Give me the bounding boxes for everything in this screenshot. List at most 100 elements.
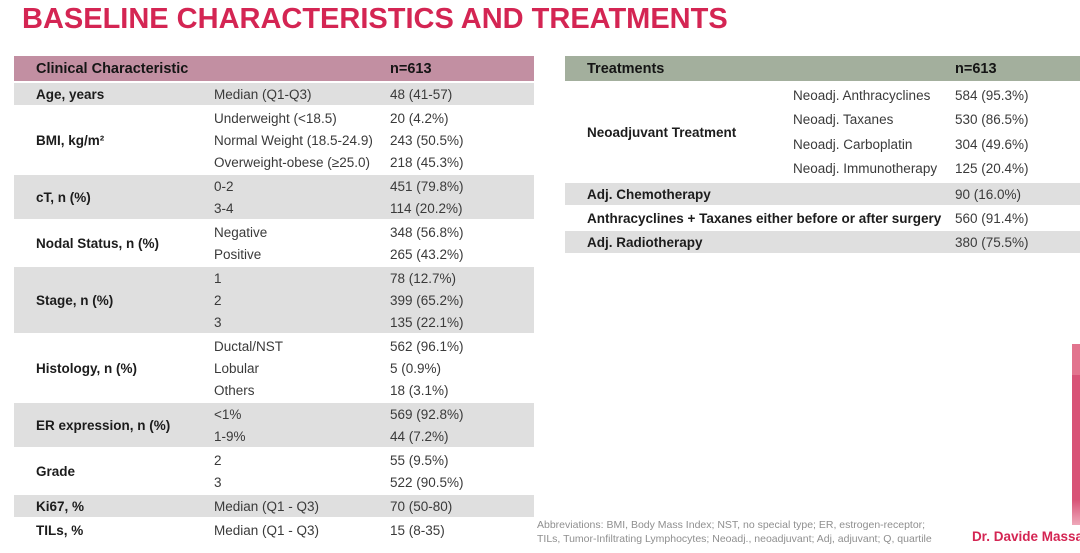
table-row: 3 135 (22.1%): [214, 311, 534, 333]
table-row: 2 55 (9.5%): [214, 449, 534, 471]
row-value: 218 (45.3%): [390, 154, 464, 170]
row-value: 560 (91.4%): [955, 210, 1029, 226]
row-sublabel: Median (Q1 - Q3): [214, 522, 320, 538]
row-label: Adj. Radiotherapy: [587, 234, 703, 250]
row-value: 304 (49.6%): [955, 136, 1029, 152]
row-sublabel: 0-2: [214, 178, 234, 194]
table-row: 3-4 114 (20.2%): [214, 197, 534, 219]
table-group: cT, n (%) 0-2 451 (79.8%) 3-4 114 (20.2%): [14, 175, 534, 219]
row-value: 530 (86.5%): [955, 112, 1029, 128]
row-sublabel: 3-4: [214, 200, 234, 216]
row-value: 135 (22.1%): [390, 314, 464, 330]
row-sublabel: Underweight (<18.5): [214, 110, 337, 126]
group-label: BMI, kg/m²: [36, 132, 105, 148]
row-value: 78 (12.7%): [390, 270, 457, 286]
group-label: Stage, n (%): [36, 292, 114, 308]
table-row: 3 522 (90.5%): [214, 471, 534, 493]
row-sublabel: 1: [214, 270, 222, 286]
table-group: BMI, kg/m² Underweight (<18.5) 20 (4.2%) No…: [14, 107, 534, 173]
table-row: Median (Q1 - Q3) 15 (8-35): [214, 519, 534, 541]
row-value: 265 (43.2%): [390, 246, 464, 262]
row-sublabel: 2: [214, 292, 222, 308]
row-label: Anthracyclines + Taxanes either before o…: [587, 210, 942, 226]
row-sublabel: Median (Q1-Q3): [214, 86, 312, 102]
table-row: Median (Q1 - Q3) 70 (50-80): [214, 495, 534, 517]
table-row: Normal Weight (18.5-24.9) 243 (50.5%): [214, 129, 534, 151]
table-row: Anthracyclines + Taxanes either before o…: [565, 207, 1080, 229]
group-label: Nodal Status, n (%): [36, 235, 160, 251]
row-value: 90 (16.0%): [955, 186, 1022, 202]
group-rows: Neoadj. Anthracyclines 584 (95.3%) Neoadj.…: [793, 83, 1080, 181]
row-value: 584 (95.3%): [955, 87, 1029, 103]
row-value: 55 (9.5%): [390, 452, 449, 468]
row-value: 243 (50.5%): [390, 132, 464, 148]
table-group: Nodal Status, n (%) Negative 348 (56.8%) Po…: [14, 221, 534, 265]
row-value: 380 (75.5%): [955, 234, 1029, 250]
row-value: 348 (56.8%): [390, 224, 464, 240]
row-value: 70 (50-80): [390, 498, 453, 514]
treatments-table-n-count: n=613: [955, 60, 997, 77]
table-row: Underweight (<18.5) 20 (4.2%): [214, 107, 534, 129]
row-value: 125 (20.4%): [955, 161, 1029, 177]
row-sublabel: Negative: [214, 224, 268, 240]
row-sublabel: Ductal/NST: [214, 338, 284, 354]
row-sublabel: Others: [214, 382, 255, 398]
row-label: Adj. Chemotherapy: [587, 186, 711, 202]
row-sublabel: Neoadj. Carboplatin: [793, 136, 913, 152]
edge-scrollbar[interactable]: [1072, 344, 1080, 525]
group-label: ER expression, n (%): [36, 417, 171, 433]
table-group: Grade 2 55 (9.5%) 3 522 (90.5%): [14, 449, 534, 493]
clinical-characteristics-table: Clinical Characteristic n=613 Age, years…: [14, 56, 534, 543]
group-label: cT, n (%): [36, 189, 91, 205]
row-value: 522 (90.5%): [390, 474, 464, 490]
row-sublabel: Lobular: [214, 360, 260, 376]
row-sublabel: 2: [214, 452, 222, 468]
table-group: TILs, % Median (Q1 - Q3) 15 (8-35): [14, 519, 534, 541]
abbreviations-line-1: Abbreviations: BMI, Body Mass Index; NST…: [537, 519, 926, 531]
group-label: Age, years: [36, 86, 105, 102]
table-row: 1-9% 44 (7.2%): [214, 425, 534, 447]
row-sublabel: 3: [214, 474, 222, 490]
table-row: Neoadj. Immunotherapy 125 (20.4%): [793, 157, 1080, 182]
table-row: Overweight-obese (≥25.0) 218 (45.3%): [214, 151, 534, 173]
row-sublabel: Neoadj. Taxanes: [793, 112, 894, 128]
group-label: Neoadjuvant Treatment: [587, 124, 737, 140]
table-group: Ki67, % Median (Q1 - Q3) 70 (50-80): [14, 495, 534, 517]
table-row: Neoadj. Taxanes 530 (86.5%): [793, 108, 1080, 133]
row-sublabel: Overweight-obese (≥25.0): [214, 154, 370, 170]
treatments-table-header: Treatments n=613: [565, 56, 1080, 81]
row-value: 44 (7.2%): [390, 428, 449, 444]
table-group: Stage, n (%) 1 78 (12.7%) 2 399 (65.2%) 3 135 …: [14, 267, 534, 333]
group-rows: 0-2 451 (79.8%) 3-4 114 (20.2%): [214, 175, 534, 219]
table-group: Neoadjuvant Treatment Neoadj. Anthracycli…: [565, 83, 1080, 181]
group-rows: Median (Q1 - Q3) 15 (8-35): [214, 519, 534, 541]
row-value: 20 (4.2%): [390, 110, 449, 126]
table-group: Age, years Median (Q1-Q3) 48 (41-57): [14, 83, 534, 105]
row-sublabel: <1%: [214, 406, 242, 422]
group-rows: Median (Q1 - Q3) 70 (50-80): [214, 495, 534, 517]
table-row: Lobular 5 (0.9%): [214, 357, 534, 379]
group-rows: 2 55 (9.5%) 3 522 (90.5%): [214, 449, 534, 493]
row-value: 18 (3.1%): [390, 382, 449, 398]
row-value: 48 (41-57): [390, 86, 453, 102]
table-row: <1% 569 (92.8%): [214, 403, 534, 425]
row-sublabel: Neoadj. Anthracyclines: [793, 87, 931, 103]
table-group: Histology, n (%) Ductal/NST 562 (96.1%) Lob…: [14, 335, 534, 401]
row-sublabel: 1-9%: [214, 428, 246, 444]
treatments-table-header-label: Treatments: [587, 60, 665, 77]
author-credit: Dr. Davide Massa: [971, 529, 1080, 544]
table-group: ER expression, n (%) <1% 569 (92.8%) 1-9% 44…: [14, 403, 534, 447]
group-label: TILs, %: [36, 522, 84, 538]
table-row: Neoadj. Carboplatin 304 (49.6%): [793, 132, 1080, 157]
row-sublabel: Neoadj. Immunotherapy: [793, 161, 938, 177]
clinical-table-body: Age, years Median (Q1-Q3) 48 (41-57) BMI, k…: [14, 83, 534, 541]
table-row: 0-2 451 (79.8%): [214, 175, 534, 197]
row-sublabel: Median (Q1 - Q3): [214, 498, 320, 514]
table-row: Ductal/NST 562 (96.1%): [214, 335, 534, 357]
table-row: 2 399 (65.2%): [214, 289, 534, 311]
row-value: 399 (65.2%): [390, 292, 464, 308]
group-label: Histology, n (%): [36, 360, 137, 376]
row-value: 562 (96.1%): [390, 338, 464, 354]
row-value: 114 (20.2%): [390, 200, 463, 216]
